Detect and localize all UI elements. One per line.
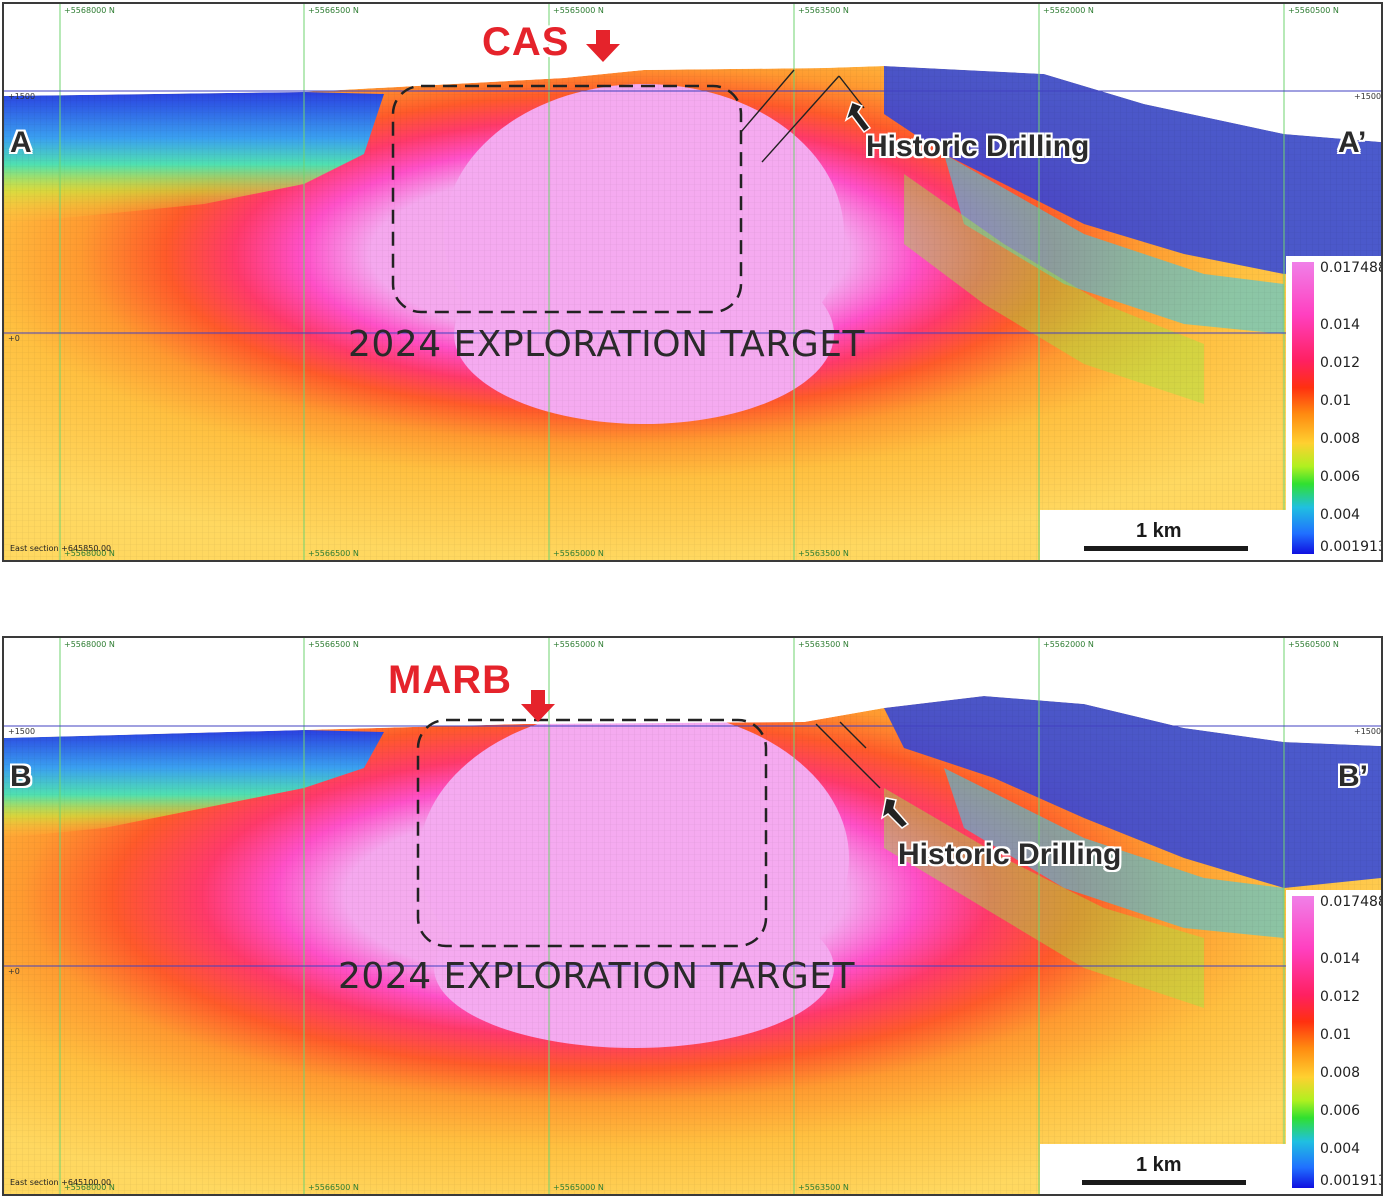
northing-label: +5565000 N bbox=[553, 640, 604, 649]
section-start-label: A bbox=[10, 126, 32, 159]
sky bbox=[4, 638, 1381, 746]
northing-label-bottom: +5566500 N bbox=[308, 549, 359, 558]
northing-label: +5563500 N bbox=[798, 6, 849, 15]
elevation-label: +0 bbox=[8, 967, 20, 976]
colorbar-tick: 0.012 bbox=[1320, 989, 1361, 1005]
colorbar-tick: 0.006 bbox=[1320, 1103, 1361, 1119]
drill-arrow-icon bbox=[880, 797, 910, 829]
colorbar-tick: 0.01 bbox=[1320, 1027, 1352, 1043]
colorbar-tick: 0.004 bbox=[1320, 1141, 1361, 1157]
colorbar-gradient bbox=[1292, 262, 1314, 554]
drill-arrow-icon bbox=[844, 101, 872, 134]
scale-bar bbox=[1084, 546, 1248, 551]
northing-label-bottom: +5565000 N bbox=[553, 1183, 604, 1192]
colorbar-gradient bbox=[1292, 896, 1314, 1188]
northing-label: +5565000 N bbox=[553, 6, 604, 15]
cas-arrow-icon bbox=[586, 30, 620, 62]
scale-bar bbox=[1082, 1180, 1246, 1185]
colorbar-tick: 0.001913 bbox=[1320, 1173, 1383, 1189]
northing-label: +5568000 N bbox=[64, 640, 115, 649]
northing-label: +5566500 N bbox=[308, 640, 359, 649]
exploration-target-label: 2024 EXPLORATION TARGET bbox=[338, 956, 855, 997]
northing-label-bottom: +5565000 N bbox=[553, 549, 604, 558]
elevation-label: +1500 bbox=[1354, 727, 1382, 736]
marb-arrow-icon bbox=[521, 690, 555, 722]
section-panel-b: +5568000 N +5566500 N +5565000 N +556350… bbox=[2, 636, 1383, 1196]
historic-drilling-label: Historic Drilling bbox=[898, 838, 1122, 871]
colorbar-tick: 0.008 bbox=[1320, 431, 1361, 447]
northing-label: +5560500 N bbox=[1288, 6, 1339, 15]
colorbar-tick: 0.006 bbox=[1320, 469, 1361, 485]
section-panel-a: +5568000 N +5566500 N +5565000 N +556350… bbox=[2, 2, 1383, 562]
colorbar: 0.017488 0.014 0.012 0.01 0.008 0.006 0.… bbox=[1286, 890, 1383, 1194]
scale-label: 1 km bbox=[1136, 1154, 1182, 1176]
hole-label: MARB bbox=[388, 658, 512, 702]
east-section-label: East section +645100.00 bbox=[10, 1178, 112, 1187]
hole-label: CAS bbox=[482, 20, 570, 64]
historic-drill-traces bbox=[740, 69, 865, 163]
colorbar-tick: 0.017488 bbox=[1320, 260, 1383, 276]
elevation-label: +1500 bbox=[8, 727, 36, 736]
scale-label: 1 km bbox=[1136, 520, 1182, 542]
elevation-label: +1500 bbox=[1354, 92, 1382, 101]
exploration-target-label: 2024 EXPLORATION TARGET bbox=[348, 324, 865, 365]
exploration-target-outline bbox=[416, 718, 768, 948]
sky bbox=[4, 4, 1381, 142]
northing-label: +5566500 N bbox=[308, 6, 359, 15]
northing-label-bottom: +5563500 N bbox=[798, 1183, 849, 1192]
northing-label-bottom: +5566500 N bbox=[308, 1183, 359, 1192]
colorbar-tick: 0.008 bbox=[1320, 1065, 1361, 1081]
colorbar-tick: 0.001913 bbox=[1320, 539, 1383, 555]
east-section-label: East section +645850.00 bbox=[10, 544, 112, 553]
northing-label: +5562000 N bbox=[1043, 6, 1094, 15]
section-start-label: B bbox=[10, 760, 32, 793]
colorbar-tick: 0.012 bbox=[1320, 355, 1361, 371]
northing-label: +5568000 N bbox=[64, 6, 115, 15]
colorbar: 0.017488 0.014 0.012 0.01 0.008 0.006 0.… bbox=[1286, 256, 1383, 560]
northing-label: +5560500 N bbox=[1288, 640, 1339, 649]
colorbar-tick: 0.014 bbox=[1320, 317, 1361, 333]
colorbar-tick: 0.017488 bbox=[1320, 894, 1383, 910]
colorbar-tick: 0.014 bbox=[1320, 951, 1361, 967]
section-render-b bbox=[4, 638, 1381, 1194]
colorbar-tick: 0.01 bbox=[1320, 393, 1352, 409]
historic-drilling-label: Historic Drilling bbox=[866, 130, 1090, 163]
section-render-a bbox=[4, 4, 1381, 560]
northing-label: +5562000 N bbox=[1043, 640, 1094, 649]
northing-label-bottom: +5563500 N bbox=[798, 549, 849, 558]
elevation-label: +1500 bbox=[8, 92, 36, 101]
section-end-label: B’ bbox=[1338, 760, 1368, 793]
section-end-label: A’ bbox=[1338, 126, 1367, 159]
colorbar-tick: 0.004 bbox=[1320, 507, 1361, 523]
northing-label-bottom: +5568000 N bbox=[64, 1183, 115, 1192]
elevation-label: +0 bbox=[8, 334, 20, 343]
northing-label-bottom: +5568000 N bbox=[64, 549, 115, 558]
northing-label: +5563500 N bbox=[798, 640, 849, 649]
exploration-target-outline bbox=[391, 84, 743, 314]
historic-drill-traces bbox=[815, 721, 881, 789]
